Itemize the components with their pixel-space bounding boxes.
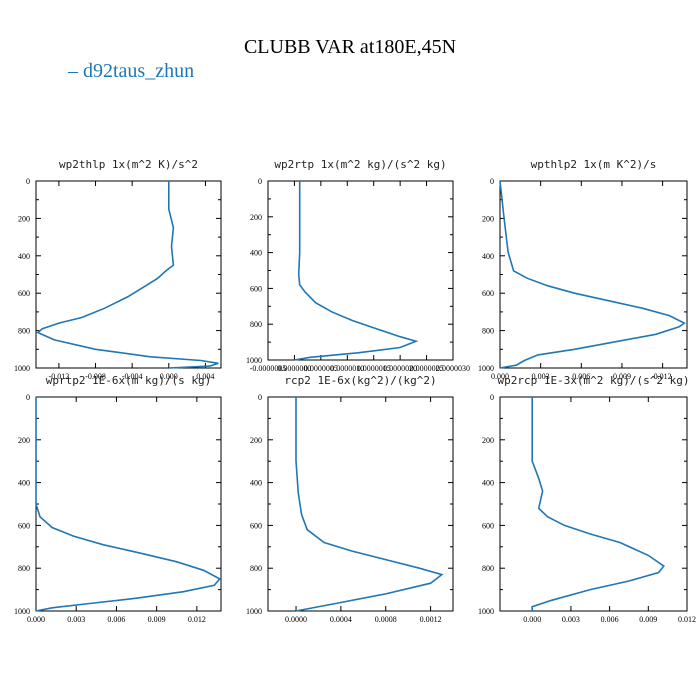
x-tick-label: 0.006 xyxy=(601,615,619,624)
y-tick-label: 400 xyxy=(18,252,30,261)
y-tick-label: 200 xyxy=(18,436,30,445)
y-tick-label: 400 xyxy=(250,479,262,488)
x-tick-label: 0.004 xyxy=(196,372,214,381)
panel-1: wp2thlp 1x(m^2 K)/s^2 0 200 400 600 800 1000 -0… xyxy=(14,158,222,381)
x-tick-label: 0.000 xyxy=(27,615,45,624)
series-line xyxy=(35,397,221,612)
panel-3: wpthlp2 1x(m K^2)/s020040060080010000.00… xyxy=(478,158,688,381)
y-tick-label: 800 xyxy=(482,564,494,573)
x-tick-label: 0.000 xyxy=(491,372,509,381)
x-tick-label: 0.012 xyxy=(678,615,696,624)
y-tick-label: 1000 xyxy=(14,607,30,616)
y-tick-label: 400 xyxy=(18,479,30,488)
chart-title: CLUBB VAR at180E,45N xyxy=(243,36,457,58)
x-tick-label: 0.0000025 xyxy=(410,364,444,373)
y-tick-label: 200 xyxy=(250,436,262,445)
x-tick-label: 0.003 xyxy=(562,615,580,624)
series-line xyxy=(499,180,686,369)
panel-title: wpthlp2 1x(m K^2)/s xyxy=(531,158,657,171)
plot-frame xyxy=(499,396,688,612)
y-tick-label: 1000 xyxy=(478,364,494,373)
y-tick-label: 200 xyxy=(18,214,30,223)
series-line xyxy=(36,181,219,369)
legend-label: d92taus_zhun xyxy=(83,60,195,82)
y-tick-label: 1000 xyxy=(246,356,262,365)
panel-title: wp2rcp 1E-3x(m^2 kg)/(s^2 kg) xyxy=(497,374,689,387)
y-tick-label: 1000 xyxy=(246,607,262,616)
x-tick-label: 0.0000 xyxy=(285,615,307,624)
x-tick-label: 0.0000000 xyxy=(277,364,311,373)
x-tick-label: 0.0000030 xyxy=(436,364,470,373)
x-tick-label: -0.008 xyxy=(85,372,106,381)
x-tick-label: 0.0000020 xyxy=(383,364,417,373)
panel-title: rcp2 1E-6x(kg^2)/(kg^2) xyxy=(284,374,436,387)
x-tick-label: 0.012 xyxy=(188,615,206,624)
plot-frame xyxy=(35,396,222,612)
plot-frame xyxy=(267,180,454,361)
legend: – d92taus_zhun xyxy=(68,60,194,83)
x-tick-label: 0.009 xyxy=(613,372,631,381)
x-tick-label: -0.012 xyxy=(49,372,70,381)
y-tick-label: 200 xyxy=(482,214,494,223)
y-tick-label: 600 xyxy=(250,521,262,530)
y-tick-label: 0 xyxy=(258,393,262,402)
x-tick-label: 0.003 xyxy=(532,372,550,381)
y-tick-label: 400 xyxy=(250,249,262,258)
y-tick-label: 0 xyxy=(490,393,494,402)
x-tick-label: 0.000 xyxy=(523,615,541,624)
y-tick-label: 0 xyxy=(258,177,262,186)
series-line xyxy=(294,181,419,361)
y-tick-label: 0 xyxy=(26,177,30,186)
x-tick-label: 0.012 xyxy=(654,372,672,381)
x-tick-label: 0.009 xyxy=(148,615,166,624)
x-tick-label: 0.0000010 xyxy=(330,364,364,373)
x-tick-label: 0.000 xyxy=(160,372,178,381)
x-tick-label: 0.0012 xyxy=(420,615,442,624)
y-tick-label: 0 xyxy=(490,177,494,186)
y-tick-label: 800 xyxy=(250,320,262,329)
x-tick-label: 0.0000015 xyxy=(357,364,391,373)
x-tick-label: -0.0000005 xyxy=(250,364,287,373)
panel-title: wp2thlp 1x(m^2 K)/s^2 xyxy=(59,158,198,171)
panel-2: wp2rtp 1x(m^2 kg)/(s^2 kg) 0 200 400 600 800 1… xyxy=(246,158,470,373)
x-tick-label: 0.0000005 xyxy=(304,364,338,373)
x-tick-label: 0.0008 xyxy=(375,615,397,624)
panel-4: wprtp2 1E-6x(m kg)/(s kg) 0 200 400 600 800 10… xyxy=(14,374,222,624)
x-tick-label: 0.006 xyxy=(572,372,590,381)
y-tick-label: 600 xyxy=(482,521,494,530)
y-tick-label: 200 xyxy=(250,213,262,222)
y-tick-label: 1000 xyxy=(478,607,494,616)
legend-line-icon: – xyxy=(68,60,78,82)
y-tick-label: 600 xyxy=(18,521,30,530)
y-tick-label: 800 xyxy=(482,327,494,336)
x-tick-label: -0.004 xyxy=(122,372,143,381)
y-tick-label: 600 xyxy=(250,284,262,293)
x-tick-label: 0.003 xyxy=(67,615,85,624)
x-tick-label: 0.0004 xyxy=(330,615,352,624)
series-line xyxy=(295,397,444,612)
panel-5: rcp2 1E-6x(kg^2)/(kg^2) 0 200 400 600 800 1000… xyxy=(246,374,454,624)
y-tick-label: 400 xyxy=(482,479,494,488)
y-tick-label: 800 xyxy=(18,564,30,573)
y-tick-label: 0 xyxy=(26,393,30,402)
y-tick-label: 600 xyxy=(18,289,30,298)
panel-title: wprtp2 1E-6x(m kg)/(s kg) xyxy=(46,374,212,387)
y-tick-label: 1000 xyxy=(14,364,30,373)
y-tick-label: 800 xyxy=(250,564,262,573)
panel-title: wp2rtp 1x(m^2 kg)/(s^2 kg) xyxy=(274,158,446,171)
panel-6: wp2rcp 1E-3x(m^2 kg)/(s^2 kg)0 200 400 600 8… xyxy=(478,374,696,624)
y-tick-label: 600 xyxy=(482,289,494,298)
x-tick-label: 0.006 xyxy=(107,615,125,624)
plot-frame xyxy=(35,180,222,369)
y-tick-label: 200 xyxy=(482,436,494,445)
series-line xyxy=(531,397,665,611)
y-tick-label: 400 xyxy=(482,252,494,261)
x-tick-label: 0.009 xyxy=(639,615,657,624)
plot-frame xyxy=(499,180,688,369)
y-tick-label: 800 xyxy=(18,327,30,336)
